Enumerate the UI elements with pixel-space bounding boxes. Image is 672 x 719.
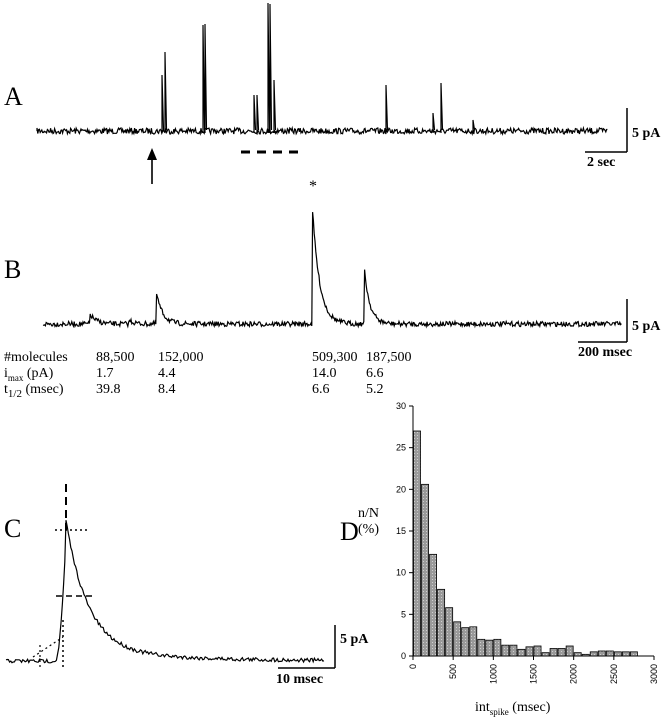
table-cell: 88,500	[96, 350, 135, 365]
panel-d-ylabel-top: n/N	[358, 506, 379, 521]
table-cell: 39.8	[96, 382, 121, 397]
histogram-bar	[565, 645, 574, 657]
table-cell: 152,000	[158, 350, 204, 365]
panel-a-scale-bar	[585, 108, 628, 153]
histogram-bar	[630, 651, 638, 657]
y-tick-label: 10	[396, 568, 406, 578]
panel-c-baseline-dotted-line	[32, 636, 64, 658]
y-tick-label: 0	[401, 651, 406, 661]
histogram-bar	[533, 645, 542, 657]
histogram-bar	[421, 483, 429, 657]
panel-b-scale-bar	[578, 299, 628, 343]
table-cell: 187,500	[366, 350, 412, 365]
x-tick-label: 0	[408, 664, 418, 669]
histogram-bar	[613, 651, 622, 657]
y-tick-label: 15	[396, 526, 406, 536]
histogram-bar	[605, 650, 614, 657]
x-tick-label: 2000	[569, 664, 579, 684]
panel-d-xlabel: intspike (msec)	[475, 700, 551, 717]
table-cell: 5.2	[366, 382, 384, 397]
table-cell: 509,300	[312, 350, 358, 365]
histogram-bar	[525, 646, 534, 657]
panel-c-trace	[5, 520, 325, 664]
histogram-bar	[429, 553, 438, 657]
x-tick-label: 3000	[649, 664, 659, 684]
table-cell: 1.7	[96, 366, 114, 381]
table-row-thalf-label: t1/2 (msec)	[4, 382, 64, 400]
histogram-bar	[477, 638, 486, 657]
arrow-up-icon	[147, 148, 157, 184]
table-cell: 14.0	[312, 366, 337, 381]
panel-a-trace	[36, 2, 608, 137]
panel-d-ylabel-bottom: (%)	[358, 522, 379, 537]
panel-b-asterisk: *	[309, 178, 317, 195]
x-tick-label: 1500	[529, 664, 539, 684]
panel-a-scale-x-label: 2 sec	[587, 155, 616, 170]
panel-b-trace	[42, 212, 622, 329]
panel-b-letter: B	[4, 255, 22, 284]
y-tick-label: 25	[396, 443, 406, 453]
histogram-bar	[501, 644, 510, 657]
panel-c-scale-y-label: 5 pA	[340, 632, 369, 647]
histogram-bar	[437, 588, 446, 657]
histogram-bar	[517, 648, 526, 657]
y-tick-label: 5	[401, 609, 406, 619]
panel-d-letter: D	[340, 517, 359, 546]
table-cell: 6.6	[366, 366, 384, 381]
histogram-bar	[413, 430, 421, 657]
histogram-bar	[469, 626, 478, 657]
histogram-bar	[541, 652, 550, 657]
y-tick-label: 20	[396, 484, 406, 494]
table-row-imax-label: imax (pA)	[4, 366, 54, 383]
histogram-bar	[461, 627, 470, 657]
histogram-bar	[557, 648, 566, 657]
histogram-bar	[493, 638, 502, 657]
histogram-bar	[445, 607, 454, 657]
x-tick-label: 2500	[609, 664, 619, 684]
histogram-bar	[573, 652, 582, 657]
panel-c-letter: C	[4, 514, 22, 543]
panel-b-scale-y-label: 5 pA	[632, 319, 661, 334]
histogram-bar	[581, 653, 590, 657]
panel-c-scale-x-label: 10 msec	[276, 672, 324, 687]
panel-b-scale-x-label: 200 msec	[578, 345, 633, 360]
histogram-bar	[589, 651, 598, 657]
histogram-bar	[509, 644, 518, 657]
panel-a-letter: A	[4, 82, 23, 111]
x-tick-label: 1000	[488, 664, 498, 684]
panel-c-scale-bar	[278, 625, 336, 669]
histogram-bar	[597, 650, 606, 657]
histogram-bar	[621, 651, 630, 657]
histogram-bar	[453, 621, 462, 657]
x-tick-label: 500	[448, 664, 458, 679]
table-cell: 4.4	[158, 366, 176, 381]
table-row-molecules-label: #molecules	[4, 350, 68, 365]
panel-a-scale-y-label: 5 pA	[632, 126, 661, 141]
table-cell: 8.4	[158, 382, 176, 397]
histogram-bar	[485, 639, 494, 657]
y-tick-label: 30	[396, 401, 406, 411]
table-cell: 6.6	[312, 382, 330, 397]
histogram-bar	[549, 648, 558, 657]
